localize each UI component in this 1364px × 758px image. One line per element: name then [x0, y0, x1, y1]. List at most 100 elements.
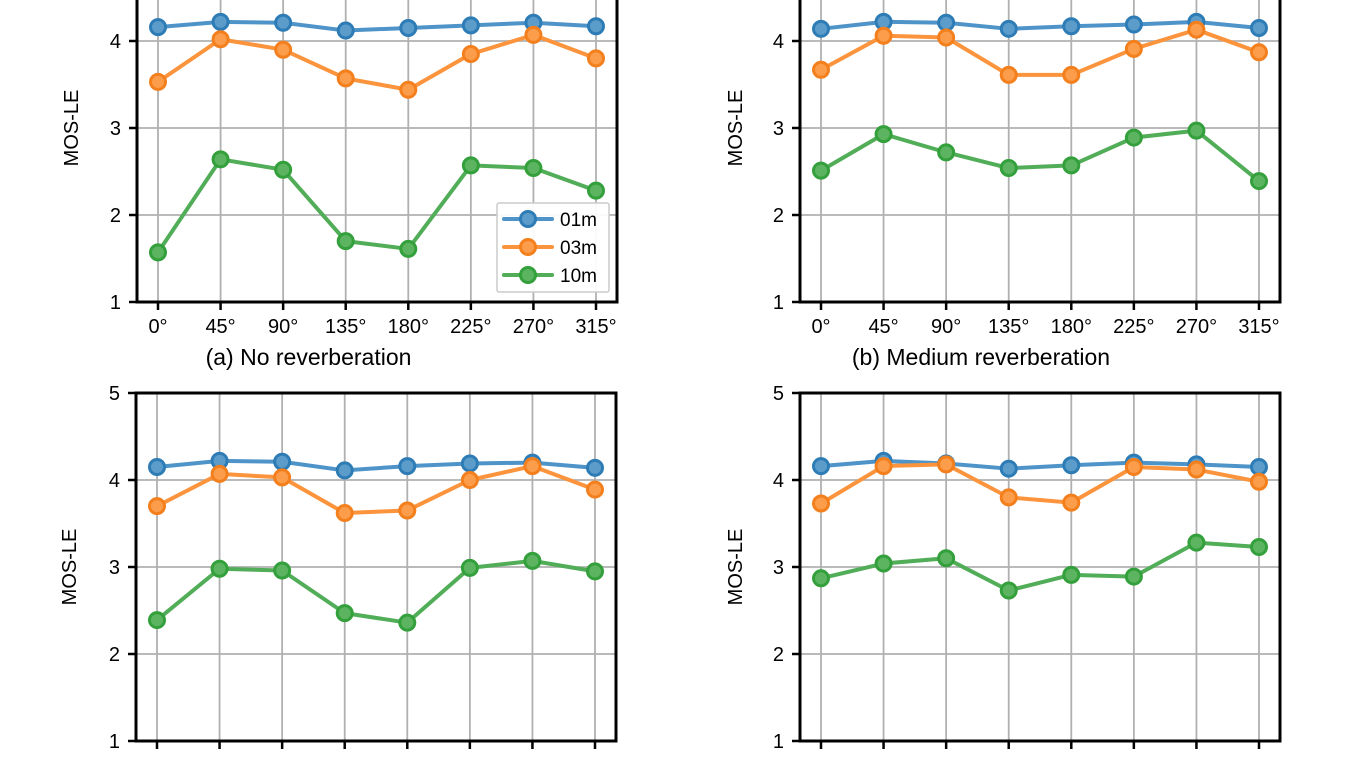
marker-03m-d-6 [1187, 460, 1206, 479]
marker-01m-a-5 [461, 16, 480, 35]
marker-10m-c-0 [148, 611, 166, 630]
marker-03m-b-1 [874, 26, 893, 45]
marker-03m-d-7 [1250, 472, 1268, 491]
series-03m-c [148, 457, 604, 523]
y-tick-labels-c: 5 4 3 2 1 [109, 383, 120, 753]
series-01m-a [149, 12, 605, 40]
marker-03m-d-4 [1062, 493, 1081, 512]
marker-10m-b-1 [874, 125, 893, 144]
y-axis-label-a: MOS-LE [61, 89, 83, 167]
x-tick-label: 315° [575, 316, 616, 338]
marker-03m-d-5 [1124, 457, 1143, 476]
marker-10m-b-0 [812, 161, 830, 180]
marker-03m-b-2 [937, 28, 956, 47]
y-tick-label: 3 [773, 557, 784, 579]
marker-01m-b-7 [1250, 18, 1268, 37]
y-axis-label-b: MOS-LE [725, 89, 747, 167]
x-tick-label: 270° [1176, 316, 1217, 338]
marker-03m-a-4 [399, 80, 418, 99]
marker-10m-b-6 [1187, 121, 1206, 140]
marker-10m-d-3 [999, 581, 1018, 600]
y-tick-label: 5 [773, 383, 784, 405]
grid-d [800, 393, 1280, 741]
series-line-01m [819, 19, 1261, 31]
marker-03m-a-3 [336, 69, 355, 88]
x-tick-label: 0° [148, 316, 167, 338]
axes-spines-a [135, 0, 619, 304]
marker-10m-c-2 [273, 561, 292, 580]
marker-01m-c-3 [335, 461, 354, 480]
y-tick-label: 1 [773, 731, 784, 753]
x-tick-label: 180° [1051, 316, 1092, 338]
marker-03m-c-7 [586, 480, 604, 499]
marker-10m-d-7 [1250, 537, 1268, 556]
series-10m-b [812, 121, 1268, 191]
y-axis-label-d: MOS-LE [725, 528, 747, 606]
marker-03m-d-2 [937, 455, 956, 474]
series-line-03m [155, 464, 597, 516]
marker-03m-c-4 [398, 501, 417, 520]
marker-01m-b-3 [999, 19, 1018, 38]
marker-03m-c-5 [460, 471, 479, 489]
legend-swatch-marker-03m [519, 238, 537, 256]
marker-10m-b-3 [999, 159, 1018, 178]
x-tick-label: 270° [513, 316, 554, 338]
series-10m-a [149, 150, 605, 262]
series-line-01m [156, 19, 598, 33]
marker-10m-c-4 [398, 613, 417, 632]
chart-panel-a: 4 3 2 1 0° 45° 90° 135° 180° 225° 270° 315° 01m 03m 10… [110, 0, 619, 338]
marker-10m-d-5 [1124, 567, 1143, 586]
series-10m-d [812, 533, 1268, 600]
series-01m-c [148, 451, 604, 480]
y-tick-label: 4 [109, 470, 120, 492]
chart-panel-d: 5 4 3 2 1 [773, 383, 1282, 753]
marker-03m-d-0 [812, 494, 830, 513]
marker-03m-a-6 [524, 25, 543, 44]
marker-03m-c-6 [523, 457, 542, 476]
x-tick-label: 315° [1238, 316, 1279, 338]
y-tick-label: 1 [773, 292, 784, 314]
marker-03m-c-2 [273, 468, 292, 487]
marker-01m-a-3 [336, 21, 355, 40]
marker-01m-c-7 [586, 458, 604, 477]
marker-01m-d-0 [812, 457, 830, 476]
marker-10m-d-2 [937, 549, 956, 568]
marker-01m-c-0 [148, 457, 166, 476]
marker-03m-b-0 [812, 60, 830, 79]
marker-10m-d-1 [874, 554, 893, 573]
legend-label-01m: 01m [560, 210, 597, 231]
series-line-10m [155, 558, 597, 625]
y-tick-label: 3 [110, 118, 121, 140]
marker-10m-c-1 [210, 559, 229, 578]
series-03m-a [149, 25, 605, 99]
marker-10m-a-0 [149, 243, 167, 262]
y-tick-label: 3 [773, 118, 784, 140]
marker-10m-c-5 [460, 558, 479, 577]
marker-01m-b-2 [937, 13, 956, 32]
y-tick-label: 3 [109, 557, 120, 579]
legend-swatch-marker-01m [519, 210, 537, 228]
series-line-01m [819, 458, 1261, 471]
marker-03m-b-5 [1124, 39, 1143, 58]
series-line-01m [155, 458, 597, 473]
y-tick-label: 2 [109, 644, 120, 666]
marker-10m-d-6 [1187, 533, 1206, 552]
x-tick-label: 45° [205, 316, 235, 338]
marker-01m-b-5 [1124, 15, 1143, 34]
marker-01m-d-7 [1250, 457, 1268, 476]
y-tick-label: 4 [110, 31, 121, 53]
chart-panel-b: 4 3 2 1 0° 45° 90° 135° 180° 225° 270° 315° [773, 0, 1282, 338]
y-tick-labels-b: 4 3 2 1 [773, 31, 784, 314]
marker-03m-d-1 [874, 457, 893, 476]
axis-ticks-d [792, 391, 1261, 749]
marker-03m-b-7 [1250, 43, 1268, 62]
series-line-10m [819, 540, 1261, 593]
chart-panel-c: 5 4 3 2 1 [109, 383, 618, 753]
x-tick-label: 0° [811, 316, 830, 338]
marker-10m-c-3 [335, 604, 354, 623]
series-line-03m [819, 27, 1261, 77]
axes-spines-b [798, 0, 1282, 304]
x-tick-label: 225° [450, 316, 491, 338]
marker-01m-c-4 [398, 457, 417, 476]
